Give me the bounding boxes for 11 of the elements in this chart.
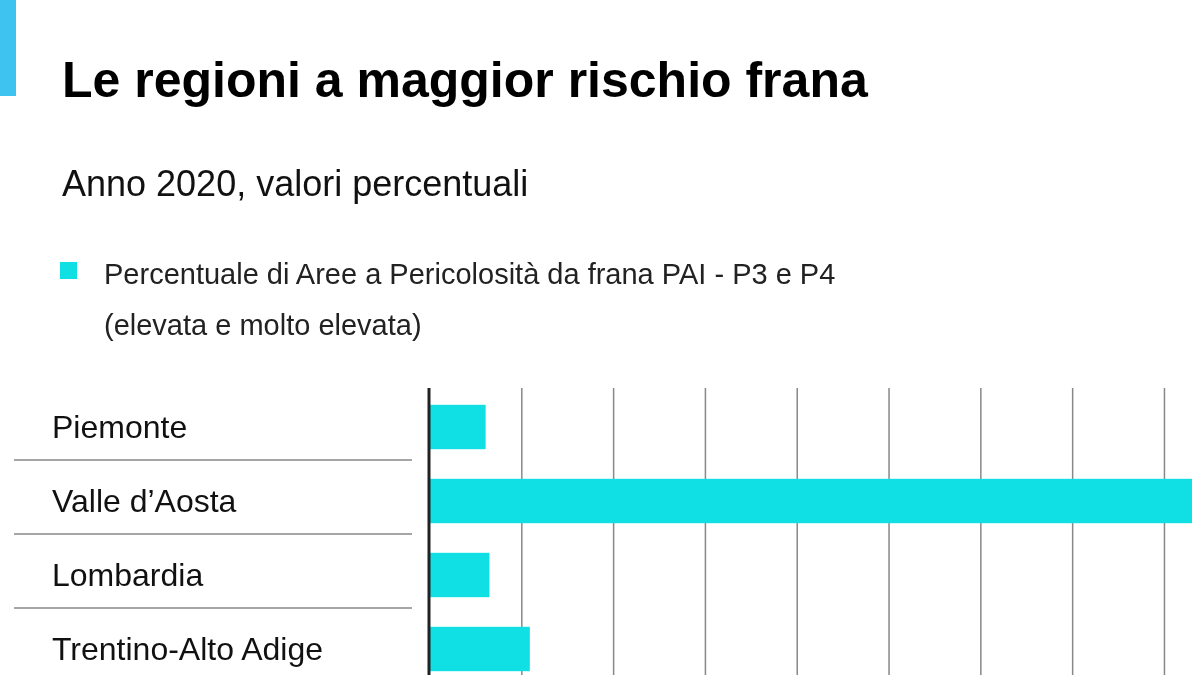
chart-title: Le regioni a maggior rischio frana [62, 52, 869, 108]
legend-label: Percentuale di Aree a Pericolosità da frana PAI - P3 e P4 (elevata e molto elevata) [104, 258, 836, 341]
bar [430, 478, 1192, 524]
y-tick-label: Piemonte [52, 409, 188, 445]
chart-subtitle: Anno 2020, valori percentuali [62, 163, 529, 204]
bar [430, 552, 490, 598]
y-tick-label: Lombardia [52, 557, 204, 593]
y-tick-label: Valle d’Aosta [52, 483, 237, 519]
bar [430, 626, 530, 672]
y-tick-label: Trentino-Alto Adige [52, 631, 323, 667]
bar [430, 404, 486, 450]
